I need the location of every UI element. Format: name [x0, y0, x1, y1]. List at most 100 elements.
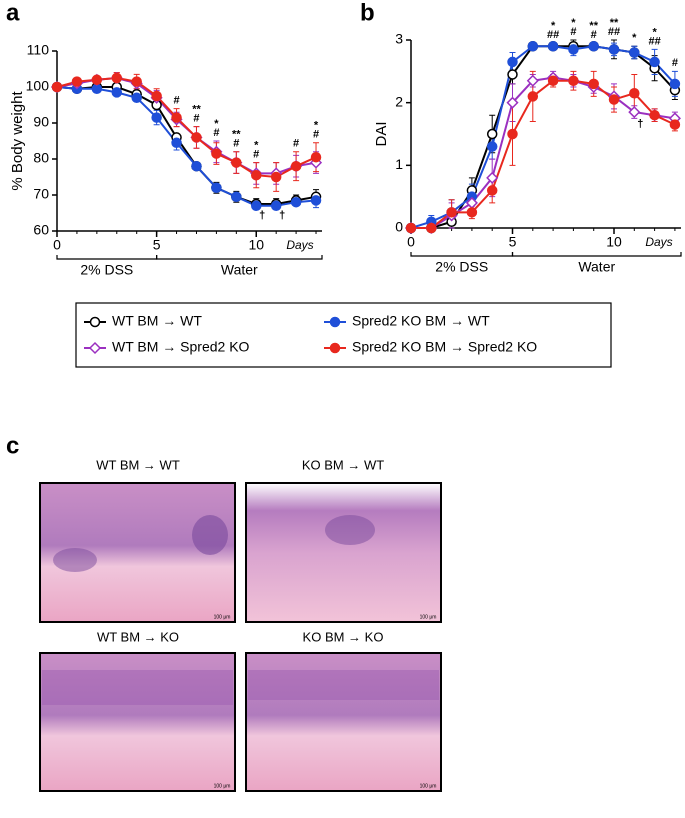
significance-mark: #: [293, 138, 299, 150]
scale-bar: 100 μm: [214, 614, 231, 620]
marker: [588, 41, 599, 52]
y-tick-label: 60: [33, 222, 49, 238]
panel-label: c: [6, 432, 19, 459]
marker: [191, 160, 202, 172]
marker: [151, 112, 162, 123]
marker: [270, 171, 282, 183]
marker: [629, 88, 640, 99]
phase-bracket: [156, 255, 323, 260]
marker: [250, 200, 262, 212]
marker: [507, 69, 518, 80]
marker: [507, 56, 518, 68]
significance-mark: #: [173, 95, 179, 107]
panel-label: a: [6, 0, 20, 26]
y-tick-label: 2: [395, 93, 403, 109]
marker: [71, 76, 83, 87]
panel-label: b: [360, 0, 375, 26]
marker: [568, 75, 579, 86]
marker: [669, 78, 681, 90]
phase-label: 2% DSS: [80, 262, 133, 278]
x-tick-label: 10: [248, 237, 264, 253]
marker: [486, 128, 498, 140]
y-axis-label: % Body weight: [9, 91, 26, 191]
marker: [211, 148, 222, 159]
legend-label: Spred2 KO BM → Spred2 KO: [352, 339, 537, 355]
x-axis-label: Days: [645, 235, 672, 249]
image-label: WT BM → WT: [96, 457, 180, 472]
significance-mark: *: [254, 140, 259, 152]
significance-mark: **: [192, 104, 201, 116]
tissue: [192, 515, 228, 555]
series-line: [411, 79, 676, 229]
y-tick-label: 1: [395, 156, 403, 172]
phase-label: Water: [578, 259, 615, 275]
significance-mark: †: [259, 209, 265, 221]
tissue: [325, 515, 375, 545]
legend-marker: [89, 316, 101, 328]
significance-mark: #: [233, 138, 239, 150]
phase-label: Water: [221, 262, 258, 278]
marker: [290, 160, 302, 172]
significance-mark: #: [672, 57, 678, 69]
scale-bar: 100 μm: [214, 783, 231, 789]
y-tick-label: 100: [26, 78, 50, 94]
legend-label: Spred2 KO BM → WT: [352, 313, 490, 329]
marker: [446, 207, 457, 218]
significance-mark: **: [589, 20, 598, 32]
marker: [669, 119, 681, 130]
significance-mark: †: [279, 209, 285, 221]
marker: [191, 132, 202, 143]
marker: [527, 41, 539, 52]
marker: [486, 171, 499, 184]
marker: [290, 196, 302, 208]
marker: [211, 182, 222, 194]
marker: [171, 112, 182, 123]
marker: [231, 191, 242, 203]
histology-image: [245, 482, 442, 623]
marker: [310, 195, 322, 206]
image-label: WT BM → KO: [97, 629, 179, 644]
marker: [588, 78, 599, 90]
marker: [171, 137, 182, 149]
significance-mark: #: [253, 149, 259, 161]
series-line: [56, 86, 317, 205]
series-line: [411, 45, 676, 229]
legend-box: [75, 302, 612, 368]
marker: [131, 76, 142, 87]
significance-mark: *: [314, 120, 319, 132]
significance-mark: #: [193, 113, 199, 125]
significance-mark: *: [652, 26, 657, 38]
scale-bar: 100 μm: [420, 614, 437, 620]
significance-mark: *: [551, 20, 556, 32]
series-line: [56, 86, 317, 207]
tissue: [42, 670, 233, 705]
marker: [111, 87, 123, 98]
marker: [649, 109, 660, 121]
marker: [405, 222, 417, 234]
y-axis-label: DAI: [373, 121, 390, 146]
phase-bracket: [410, 252, 514, 257]
significance-mark: *: [632, 32, 637, 44]
y-tick-label: 70: [33, 186, 49, 202]
marker: [426, 222, 437, 234]
marker: [51, 81, 63, 93]
marker: [250, 169, 262, 181]
image-label: KO BM → WT: [302, 457, 384, 472]
legend-label: WT BM → WT: [112, 313, 202, 329]
legend-marker: [329, 342, 341, 354]
marker: [629, 47, 640, 58]
image-label: KO BM → KO: [303, 629, 384, 644]
series-line: [410, 45, 676, 229]
marker: [486, 141, 498, 152]
series-line: [411, 76, 676, 229]
phase-bracket: [56, 255, 158, 260]
y-tick-label: 110: [27, 42, 50, 58]
significance-mark: ##: [547, 29, 559, 41]
marker: [466, 207, 478, 218]
significance-mark: ##: [648, 35, 660, 47]
x-tick-label: 0: [53, 237, 61, 253]
marker: [608, 44, 620, 55]
y-tick-label: 80: [33, 150, 49, 166]
